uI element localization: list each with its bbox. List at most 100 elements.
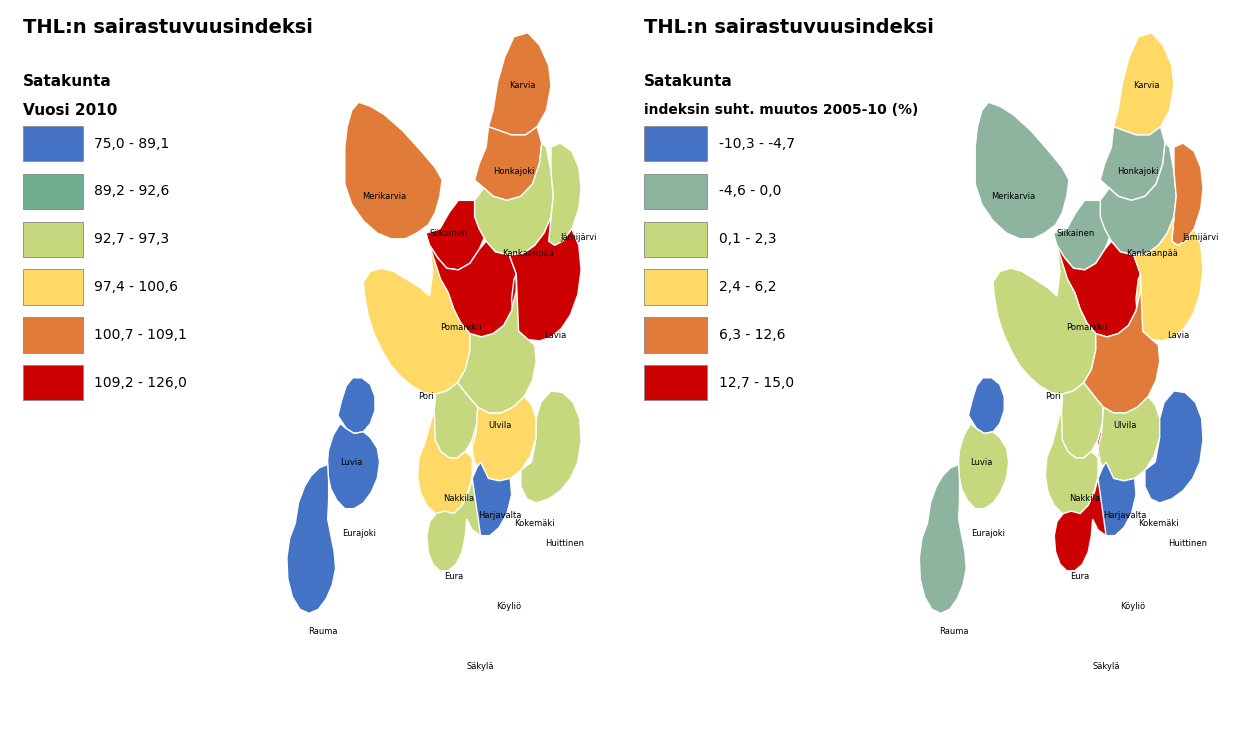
Polygon shape xyxy=(958,424,1009,509)
Text: Satakunta: Satakunta xyxy=(24,74,112,88)
Polygon shape xyxy=(417,394,473,517)
Bar xyxy=(644,317,707,353)
Text: Eurajoki: Eurajoki xyxy=(341,528,376,538)
Text: Siikainen: Siikainen xyxy=(1056,229,1095,238)
Polygon shape xyxy=(521,391,581,503)
Text: 100,7 - 109,1: 100,7 - 109,1 xyxy=(94,328,187,342)
Polygon shape xyxy=(328,424,380,509)
Text: 0,1 - 2,3: 0,1 - 2,3 xyxy=(719,232,776,247)
Polygon shape xyxy=(1097,407,1127,462)
Text: Pori: Pori xyxy=(418,392,434,401)
Text: Lavia: Lavia xyxy=(1168,330,1190,340)
Polygon shape xyxy=(345,102,442,238)
Polygon shape xyxy=(1098,397,1159,481)
Text: Nakkila: Nakkila xyxy=(1069,495,1101,503)
Text: Köyliö: Köyliö xyxy=(496,602,521,612)
Text: Honkajoki: Honkajoki xyxy=(493,167,535,176)
Text: Säkylä: Säkylä xyxy=(467,662,494,671)
Bar xyxy=(24,269,83,305)
Text: Säkylä: Säkylä xyxy=(1092,662,1119,671)
Polygon shape xyxy=(920,464,967,613)
Polygon shape xyxy=(509,216,581,341)
Polygon shape xyxy=(465,462,511,536)
Text: Köyliö: Köyliö xyxy=(1121,602,1145,612)
Text: 109,2 - 126,0: 109,2 - 126,0 xyxy=(94,375,187,390)
Polygon shape xyxy=(1054,188,1118,270)
Text: Eurajoki: Eurajoki xyxy=(972,528,1005,538)
Text: Merikarvia: Merikarvia xyxy=(992,192,1035,201)
Bar xyxy=(24,317,83,353)
Polygon shape xyxy=(549,143,581,245)
Polygon shape xyxy=(426,188,493,270)
Text: Huittinen: Huittinen xyxy=(545,539,585,548)
Text: indeksin suht. muutos 2005-10 (%): indeksin suht. muutos 2005-10 (%) xyxy=(644,103,918,117)
Polygon shape xyxy=(1172,143,1203,245)
Text: Pomarkku: Pomarkku xyxy=(1066,322,1108,332)
Polygon shape xyxy=(1083,274,1159,413)
Text: Eura: Eura xyxy=(1071,572,1090,581)
Polygon shape xyxy=(473,397,536,481)
Polygon shape xyxy=(1113,32,1174,135)
Text: Jämijärvi: Jämijärvi xyxy=(1183,233,1219,241)
Polygon shape xyxy=(474,143,553,255)
Polygon shape xyxy=(1060,383,1103,458)
Text: Satakunta: Satakunta xyxy=(644,74,733,88)
Text: Harjavalta: Harjavalta xyxy=(478,511,521,520)
Polygon shape xyxy=(338,378,375,434)
Polygon shape xyxy=(968,378,1004,434)
Text: Kokemäki: Kokemäki xyxy=(1138,519,1179,528)
Bar xyxy=(644,222,707,257)
Polygon shape xyxy=(1101,127,1165,200)
Text: 75,0 - 89,1: 75,0 - 89,1 xyxy=(94,136,170,151)
Text: THL:n sairastuvuusindeksi: THL:n sairastuvuusindeksi xyxy=(24,18,313,38)
Polygon shape xyxy=(1055,478,1106,571)
Text: Nakkila: Nakkila xyxy=(443,495,474,503)
Text: Luvia: Luvia xyxy=(340,458,362,467)
Text: Pori: Pori xyxy=(1045,392,1061,401)
Polygon shape xyxy=(427,478,480,571)
Polygon shape xyxy=(433,383,478,458)
Polygon shape xyxy=(1091,462,1136,536)
Text: Vuosi 2010: Vuosi 2010 xyxy=(24,103,118,118)
Text: Huittinen: Huittinen xyxy=(1168,539,1207,548)
Polygon shape xyxy=(993,245,1096,394)
Polygon shape xyxy=(489,32,551,135)
Text: Jämijärvi: Jämijärvi xyxy=(561,233,597,241)
Polygon shape xyxy=(429,241,516,337)
Bar xyxy=(644,365,707,400)
Text: THL:n sairastuvuusindeksi: THL:n sairastuvuusindeksi xyxy=(644,18,934,38)
Bar xyxy=(24,222,83,257)
Text: 97,4 - 100,6: 97,4 - 100,6 xyxy=(94,280,179,294)
Text: Rauma: Rauma xyxy=(939,627,969,636)
Text: 6,3 - 12,6: 6,3 - 12,6 xyxy=(719,328,786,342)
Text: Kankaanpää: Kankaanpää xyxy=(501,249,553,258)
Text: Karvia: Karvia xyxy=(509,82,536,91)
Text: Eura: Eura xyxy=(444,572,463,581)
Polygon shape xyxy=(1145,391,1203,503)
Text: Honkajoki: Honkajoki xyxy=(1117,167,1159,176)
Bar xyxy=(644,174,707,209)
Polygon shape xyxy=(1101,143,1176,255)
Polygon shape xyxy=(472,407,503,462)
Text: Harjavalta: Harjavalta xyxy=(1103,511,1147,520)
Polygon shape xyxy=(1045,394,1098,517)
Polygon shape xyxy=(364,245,470,394)
Bar xyxy=(644,126,707,161)
Bar xyxy=(24,174,83,209)
Polygon shape xyxy=(1134,216,1203,341)
Polygon shape xyxy=(287,464,335,613)
Text: Luvia: Luvia xyxy=(969,458,992,467)
Text: Kankaanpää: Kankaanpää xyxy=(1126,249,1178,258)
Text: Siikainen: Siikainen xyxy=(429,229,468,238)
Text: Pomarkku: Pomarkku xyxy=(439,322,482,332)
Text: 92,7 - 97,3: 92,7 - 97,3 xyxy=(94,232,170,247)
Text: Kokemäki: Kokemäki xyxy=(515,519,555,528)
Text: -4,6 - 0,0: -4,6 - 0,0 xyxy=(719,184,781,199)
Polygon shape xyxy=(474,127,542,200)
Text: Ulvila: Ulvila xyxy=(489,421,511,430)
Polygon shape xyxy=(1057,241,1140,337)
Text: 12,7 - 15,0: 12,7 - 15,0 xyxy=(719,375,794,390)
Text: Lavia: Lavia xyxy=(545,330,567,340)
Bar xyxy=(24,126,83,161)
Bar xyxy=(24,365,83,400)
